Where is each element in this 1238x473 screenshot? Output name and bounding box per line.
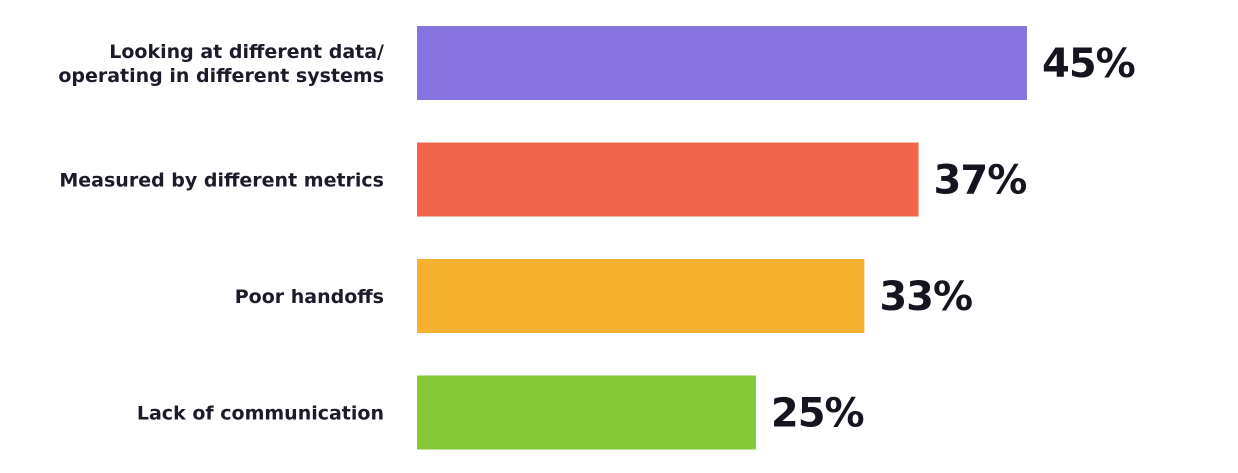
bar-4 — [417, 375, 756, 450]
value-labels-layer: 45% 37% 33% 25% — [771, 41, 1136, 437]
category-label-line: Measured by different metrics — [59, 170, 384, 192]
value-label-3: 33% — [879, 274, 972, 320]
category-label-4: Lack of communication — [137, 403, 384, 425]
bars-layer — [417, 26, 1027, 450]
value-label-1: 45% — [1042, 41, 1135, 87]
bar-1 — [417, 26, 1027, 100]
category-label-3: Poor handoffs — [235, 286, 384, 308]
category-label-line: Lack of communication — [137, 403, 384, 425]
category-label-line: operating in different systems — [58, 65, 384, 87]
bar-2 — [417, 142, 919, 217]
value-label-4: 25% — [771, 391, 864, 437]
category-label-line: Poor handoffs — [235, 286, 384, 308]
category-label-line: Looking at different data/ — [109, 41, 384, 63]
category-labels-layer: Looking at different data/operating in d… — [58, 41, 384, 425]
bar-3 — [417, 259, 865, 333]
category-label-1: Looking at different data/operating in d… — [58, 41, 384, 87]
category-label-2: Measured by different metrics — [59, 170, 384, 192]
value-label-2: 37% — [934, 158, 1027, 204]
